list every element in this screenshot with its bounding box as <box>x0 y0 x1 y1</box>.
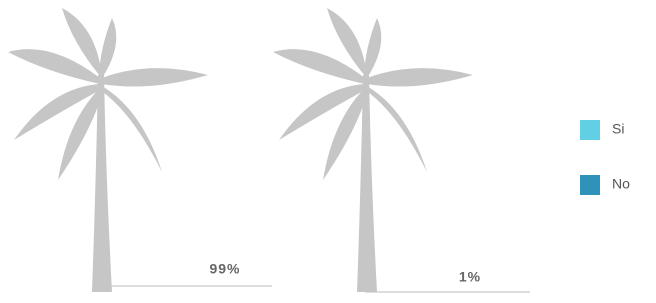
legend-swatch <box>580 175 600 195</box>
palm-tree <box>273 8 473 292</box>
legend-label: Si <box>612 121 624 137</box>
page: 99%Si1%No (() => { const data = JSON.par… <box>0 0 656 303</box>
palm-tree <box>8 8 208 292</box>
value-label: 99% <box>209 261 240 277</box>
value-label: 1% <box>459 269 481 285</box>
legend-label: No <box>612 176 630 192</box>
chart: 99% Si 1% No <box>0 0 656 303</box>
legend-swatch <box>580 120 600 140</box>
